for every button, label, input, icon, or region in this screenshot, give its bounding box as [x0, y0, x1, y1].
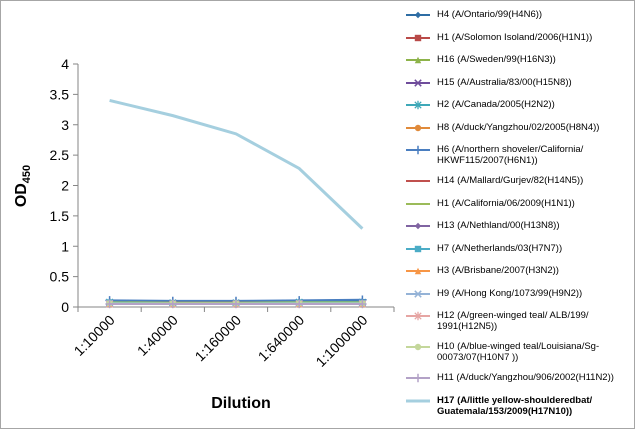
series-16: [109, 98, 364, 230]
legend-label: H2 (A/Canada/2005(H2N2)): [437, 99, 555, 110]
legend-item: H14 (A/Mallard/Gurjev/82(H14N5)): [406, 175, 634, 198]
legend-label: H17 (A/little yellow-shoulderedbat/ Guat…: [437, 394, 593, 417]
legend-item: H17 (A/little yellow-shoulderedbat/ Guat…: [406, 395, 634, 426]
legend-marker: [406, 145, 430, 155]
legend-label: H3 (A/Brisbane/2007(H3N2)): [437, 265, 559, 276]
y-tick-label: 3: [61, 117, 69, 133]
legend-symbol: [414, 311, 422, 321]
y-axis-title-main: OD: [13, 183, 30, 207]
legend-label: H1 (A/Solomon Isoland/2006(H1N1)): [437, 31, 593, 43]
y-tick-label: 1.5: [50, 208, 70, 224]
legend-marker: [406, 124, 430, 131]
legend-label: H14 (A/Mallard/Gurjev/82(H14N5)): [437, 175, 584, 186]
legend-marker: [406, 222, 430, 230]
legend-symbol: [414, 11, 422, 19]
legend-label: H13 (A/Nethland/00(H13N8)): [437, 220, 560, 231]
legend-marker: [406, 56, 430, 64]
legend-item: H1 (A/Solomon Isoland/2006(H1N1)): [406, 32, 634, 55]
legend-symbol: [414, 343, 422, 351]
legend-item: H10 (A/blue-winged teal/Louisiana/Sg-000…: [406, 341, 634, 372]
legend-item: H9 (A/Hong Kong/1073/99(H9N2)): [406, 288, 634, 311]
legend-label: H7 (A/Netherlands/03(H7N7)): [437, 242, 563, 254]
legend-item: H15 (A/Australia/83/00(H15N8)): [406, 77, 634, 100]
legend-label: H6 (A/northern shoveler/California/ HKWF…: [437, 144, 584, 166]
series-15: [105, 299, 367, 309]
x-tick-label: 1:40000: [134, 312, 181, 359]
legend-item: H2 (A/Canada/2005(H2N2)): [406, 99, 634, 122]
legend-marker: [406, 289, 430, 298]
legend-symbol: [414, 245, 422, 252]
y-tick-label: 1: [61, 238, 69, 254]
legend-symbol: [414, 100, 422, 110]
legend-marker: [406, 11, 430, 19]
legend-symbol: [414, 56, 422, 64]
legend-label: H15 (A/Australia/83/00(H15N8)): [437, 76, 572, 88]
data-point: [295, 299, 304, 309]
legend-marker: [406, 180, 430, 182]
legend-item: H3 (A/Brisbane/2007(H3N2)): [406, 265, 634, 288]
legend-item: H16 (A/Sweden/99(H16N3)): [406, 54, 634, 77]
x-tick-label: 1:160000: [192, 312, 245, 365]
legend-item: H1 (A/California/06/2009(H1N1)): [406, 198, 634, 221]
legend-label: H8 (A/duck/Yangzhou/02/2005(H8N4)): [437, 121, 600, 133]
legend-symbol: [413, 145, 423, 155]
y-tick-label: 0: [61, 299, 69, 315]
legend-marker: [406, 343, 430, 351]
legend-item: H6 (A/northern shoveler/California/ HKWF…: [406, 144, 634, 175]
y-tick-label: 3.5: [50, 86, 70, 102]
legend-label: H11 (A/duck/Yangzhou/906/2002(H11N2)): [437, 372, 614, 383]
legend-symbol: [414, 222, 422, 230]
legend-marker: [406, 202, 430, 205]
chart-legend: H4 (A/Ontario/99(H4N6)) H1 (A/Solomon Iso…: [406, 9, 634, 426]
legend-label: H1 (A/California/06/2009(H1N1)): [437, 197, 575, 209]
legend-label: H4 (A/Ontario/99(H4N6)): [437, 9, 543, 20]
line-chart: 00.511.522.533.541:10000 1:40000 1:160000 1…: [13, 56, 395, 412]
legend-item: H12 (A/green-winged teal/ ALB/199/ 1991(…: [406, 310, 634, 341]
data-point: [168, 299, 177, 309]
x-tick-label: 1:10000: [71, 312, 118, 359]
legend-symbol: [414, 267, 422, 275]
legend-label: H10 (A/blue-winged teal/Louisiana/Sg-000…: [437, 341, 600, 363]
legend-marker: [406, 100, 430, 110]
legend-symbol: [414, 289, 422, 298]
legend-marker: [406, 373, 430, 383]
legend-symbol: [414, 78, 422, 87]
legend-symbol: [413, 373, 423, 383]
y-axis-title: OD450: [13, 165, 33, 207]
legend-item: H13 (A/Nethland/00(H13N8)): [406, 220, 634, 243]
data-point: [105, 299, 114, 309]
x-tick-label: 1:1000000: [312, 312, 370, 370]
legend-marker: [406, 78, 430, 87]
y-tick-label: 4: [61, 56, 69, 72]
legend-label: H9 (A/Hong Kong/1073/99(H9N2)): [437, 287, 583, 299]
legend-symbol: [414, 124, 422, 131]
x-tick-label: 1:640000: [255, 312, 308, 365]
legend-marker: [406, 34, 430, 41]
legend-label: H12 (A/green-winged teal/ ALB/199/ 1991(…: [437, 310, 589, 332]
legend-item: H11 (A/duck/Yangzhou/906/2002(H11N2)): [406, 372, 634, 395]
legend-item: H4 (A/Ontario/99(H4N6)): [406, 9, 634, 32]
legend-marker: [406, 311, 430, 321]
y-tick-label: 2: [61, 178, 69, 194]
legend-marker: [406, 245, 430, 252]
legend-marker: [406, 399, 430, 402]
y-axis-title-subscript: 450: [21, 165, 33, 183]
data-point: [231, 299, 241, 309]
legend-item: H8 (A/duck/Yangzhou/02/2005(H8N4)): [406, 122, 634, 145]
legend-marker: [406, 267, 430, 275]
y-tick-label: 0.5: [50, 269, 70, 285]
data-point: [358, 299, 367, 309]
legend-symbol: [414, 34, 422, 41]
legend-label: H16 (A/Sweden/99(H16N3)): [437, 54, 556, 65]
legend-item: H7 (A/Netherlands/03(H7N7)): [406, 243, 634, 266]
y-tick-label: 2.5: [50, 147, 70, 163]
x-axis-title: Dilution: [211, 395, 271, 412]
series-line: [109, 98, 364, 230]
